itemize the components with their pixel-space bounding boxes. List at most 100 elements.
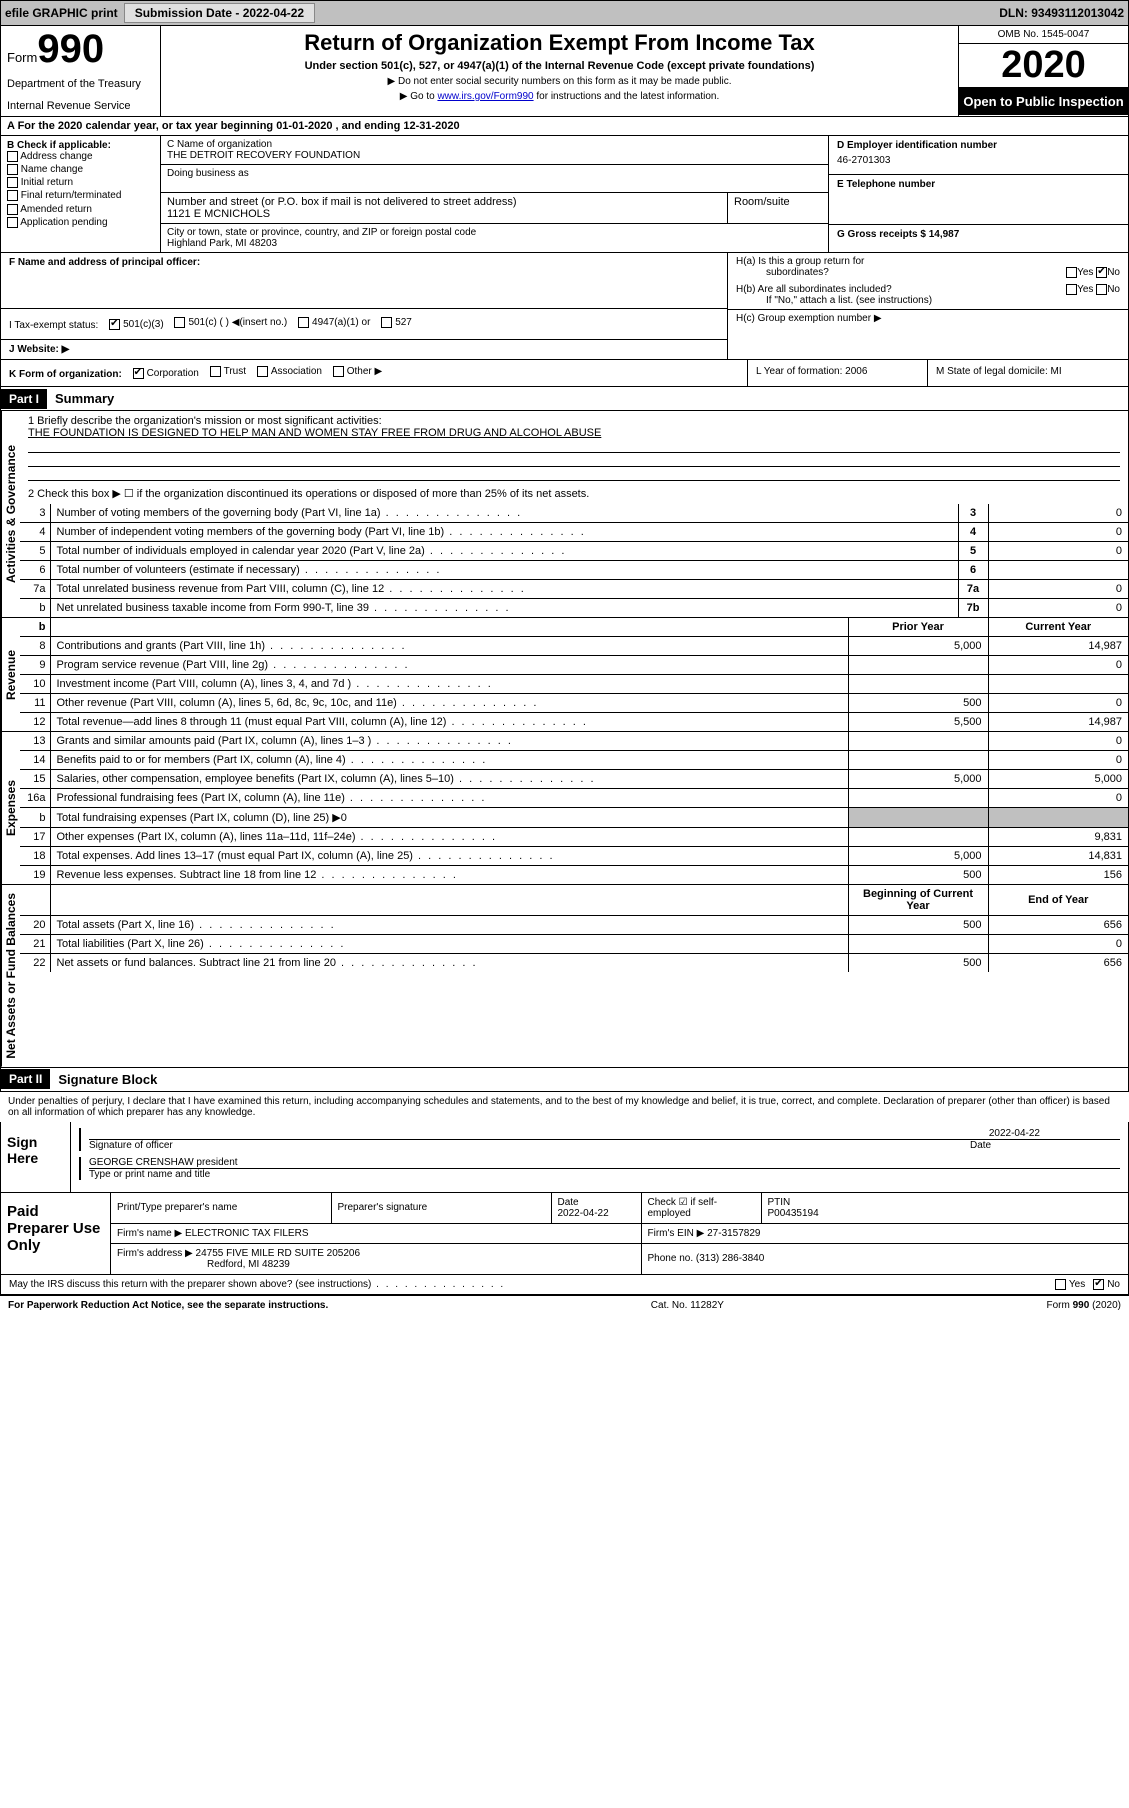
line-number: 5 (20, 542, 50, 561)
hb-row: H(b) Are all subordinates included? Yes … (728, 281, 1128, 309)
hdr-blank (50, 885, 848, 916)
line-number: 7a (20, 580, 50, 599)
form-org-cell: K Form of organization: Corporation Trus… (1, 360, 748, 386)
discuss-no[interactable]: No (1093, 1279, 1120, 1290)
line-number: b (20, 808, 50, 828)
tax-status-row: I Tax-exempt status: 501(c)(3) 501(c) ( … (1, 309, 727, 340)
line-label: Other revenue (Part VIII, column (A), li… (50, 694, 848, 713)
date-label: Date (970, 1140, 1120, 1151)
check-other[interactable]: Other ▶ (333, 366, 382, 377)
prior-value (848, 656, 988, 675)
current-value: 0 (988, 789, 1128, 808)
section-b-c-d: B Check if applicable: Address change Na… (0, 136, 1129, 253)
mission-text: THE FOUNDATION IS DESIGNED TO HELP MAN A… (28, 427, 1120, 439)
row-a-tax-year: A For the 2020 calendar year, or tax yea… (0, 117, 1129, 136)
efile-label: efile GRAPHIC print (5, 6, 118, 20)
open-inspection: Open to Public Inspection (959, 88, 1128, 115)
line-label: Total assets (Part X, line 16) (50, 916, 848, 935)
check-application-pending[interactable]: Application pending (7, 217, 154, 228)
end-value: 656 (988, 954, 1128, 973)
line-value: 0 (988, 580, 1128, 599)
hb-yes[interactable] (1066, 284, 1077, 295)
expenses-table: 13 Grants and similar amounts paid (Part… (20, 732, 1128, 884)
line-number: 10 (20, 675, 50, 694)
check-4947[interactable]: 4947(a)(1) or (298, 317, 370, 328)
prior-value: 5,500 (848, 713, 988, 732)
blank-line (28, 453, 1120, 467)
form-number: 990 (37, 27, 104, 71)
part1-title: Summary (47, 387, 122, 410)
beginning-header: Beginning of Current Year (848, 885, 988, 916)
prior-value (848, 732, 988, 751)
beginning-value: 500 (848, 954, 988, 973)
part1-badge: Part I (1, 389, 47, 409)
current-value (988, 675, 1128, 694)
line-number: 19 (20, 866, 50, 885)
check-corporation[interactable]: Corporation (133, 368, 199, 379)
address-row: Number and street (or P.O. box if mail i… (161, 193, 828, 224)
line-number: b (20, 599, 50, 618)
prior-value: 5,000 (848, 847, 988, 866)
end-header: End of Year (988, 885, 1128, 916)
line-number: 4 (20, 523, 50, 542)
check-amended[interactable]: Amended return (7, 204, 154, 215)
section-f-h: F Name and address of principal officer:… (0, 253, 1129, 360)
goto-post: for instructions and the latest informat… (534, 91, 720, 102)
city-row: City or town, state or province, country… (161, 224, 828, 252)
sign-here-label: Sign Here (1, 1122, 71, 1192)
current-value: 0 (988, 694, 1128, 713)
city-value: Highland Park, MI 48203 (167, 238, 822, 249)
line-number: 13 (20, 732, 50, 751)
prep-print-label: Print/Type preparer's name (111, 1193, 331, 1224)
prior-value: 500 (848, 866, 988, 885)
prep-selfemp[interactable]: Check ☑ if self-employed (641, 1193, 761, 1224)
check-name-change[interactable]: Name change (7, 164, 154, 175)
check-527[interactable]: 527 (381, 317, 412, 328)
form-subtitle: Under section 501(c), 527, or 4947(a)(1)… (169, 60, 950, 72)
check-trust[interactable]: Trust (210, 366, 246, 377)
street-cell: Number and street (or P.O. box if mail i… (161, 193, 728, 223)
line-label: Total liabilities (Part X, line 26) (50, 935, 848, 954)
header-middle: Return of Organization Exempt From Incom… (161, 26, 958, 116)
column-c: C Name of organization THE DETROIT RECOV… (161, 136, 828, 252)
officer-label: F Name and address of principal officer: (9, 257, 200, 268)
line-value: 0 (988, 523, 1128, 542)
firm-ein-cell: Firm's EIN ▶ 27-3157829 (641, 1223, 1128, 1243)
irs-link[interactable]: www.irs.gov/Form990 (437, 91, 533, 102)
gross-receipts: G Gross receipts $ 14,987 (837, 229, 959, 240)
firm-phone-cell: Phone no. (313) 286-3840 (641, 1243, 1128, 1274)
check-association[interactable]: Association (257, 366, 322, 377)
hb-no[interactable] (1096, 284, 1107, 295)
line-number: 22 (20, 954, 50, 973)
prep-ptin-cell: PTINP00435194 (761, 1193, 1128, 1224)
discuss-yes[interactable]: Yes (1055, 1279, 1085, 1290)
current-value: 0 (988, 751, 1128, 770)
check-final-return[interactable]: Final return/terminated (7, 190, 154, 201)
submission-date-button[interactable]: Submission Date - 2022-04-22 (124, 3, 315, 23)
current-value: 0 (988, 656, 1128, 675)
line-label: Number of independent voting members of … (50, 523, 958, 542)
line-label: Investment income (Part VIII, column (A)… (50, 675, 848, 694)
check-initial-return[interactable]: Initial return (7, 177, 154, 188)
col-b-title: B Check if applicable: (7, 140, 154, 151)
street-value: 1121 E MCNICHOLS (167, 208, 721, 220)
year-formation: L Year of formation: 2006 (748, 360, 928, 386)
line-number: 14 (20, 751, 50, 770)
line-label: Net assets or fund balances. Subtract li… (50, 954, 848, 973)
check-address-change[interactable]: Address change (7, 151, 154, 162)
end-value: 0 (988, 935, 1128, 954)
ein-cell: D Employer identification number 46-2701… (829, 136, 1128, 175)
part2-title: Signature Block (50, 1068, 165, 1091)
tab-expenses: Expenses (1, 732, 20, 884)
dba-row: Doing business as (161, 165, 828, 193)
check-501c[interactable]: 501(c) ( ) ◀(insert no.) (174, 317, 287, 328)
goto-note: Go to www.irs.gov/Form990 for instructio… (169, 91, 950, 102)
check-501c3[interactable]: 501(c)(3) (109, 319, 164, 330)
perjury-statement: Under penalties of perjury, I declare th… (0, 1092, 1129, 1122)
ha-yes[interactable] (1066, 267, 1077, 278)
cat-number: Cat. No. 11282Y (651, 1300, 724, 1311)
discuss-row: May the IRS discuss this return with the… (0, 1275, 1129, 1295)
line-box: 7a (958, 580, 988, 599)
line-value: 0 (988, 504, 1128, 523)
ha-no[interactable] (1096, 267, 1107, 278)
